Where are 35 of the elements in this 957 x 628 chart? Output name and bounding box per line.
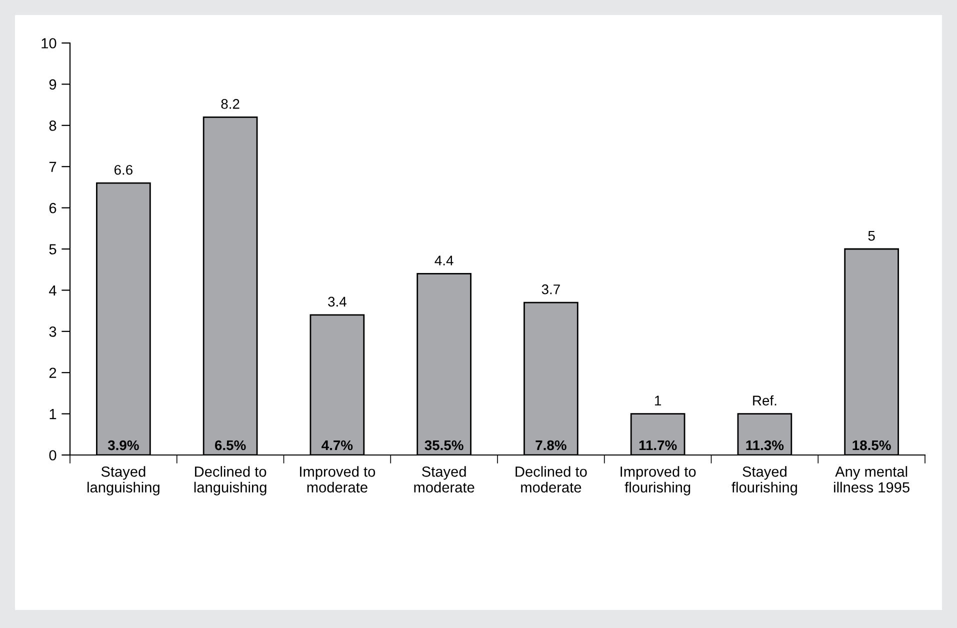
x-tick-label: Improved to flourishing [620, 466, 696, 496]
x-tick-label: Declined to languishing [194, 466, 266, 496]
y-tick-label: 7 [49, 162, 56, 172]
data-label: Ref. [753, 395, 776, 406]
x-tick-label: Stayed flourishing [732, 466, 797, 496]
y-tick-label: 5 [49, 244, 56, 254]
y-tick-label: 3 [49, 326, 56, 337]
x-tick-label: Stayed moderate [414, 466, 474, 493]
y-tick-label: 1 [50, 409, 56, 420]
annotation: 3.9% [108, 440, 139, 450]
data-label: 8.2 [221, 99, 240, 109]
annotation: 18.5% [852, 440, 891, 450]
y-tick-label: 4 [49, 285, 56, 296]
y-tick-label: 10 [42, 38, 56, 48]
data-label: 3.4 [328, 296, 346, 307]
annotation: 11.7% [639, 440, 677, 450]
data-label: 1 [655, 396, 661, 406]
data-label: 6.6 [114, 164, 132, 175]
annotation: 11.3% [746, 440, 784, 450]
x-tick-label: Stayed languishing [88, 466, 160, 496]
data-label: 4.4 [434, 256, 454, 266]
y-tick-label: 8 [49, 120, 56, 131]
data-label: 3.7 [542, 284, 560, 294]
y-tick-label: 6 [49, 202, 56, 214]
annotation: 6.5% [214, 440, 246, 450]
x-tick-label: Declined to moderate [516, 466, 587, 493]
data-label: 5 [868, 231, 875, 241]
x-tick-label: Any mental illness 1995 [834, 466, 910, 493]
annotation: 7.8% [536, 440, 566, 450]
x-tick-label: Improved to moderate [300, 466, 376, 493]
annotation: 4.7% [322, 440, 353, 450]
y-tick-label: 2 [49, 368, 56, 378]
y-tick-label: 9 [49, 79, 56, 90]
annotation: 35.5% [424, 440, 464, 450]
y-tick-label: 0 [49, 450, 56, 460]
